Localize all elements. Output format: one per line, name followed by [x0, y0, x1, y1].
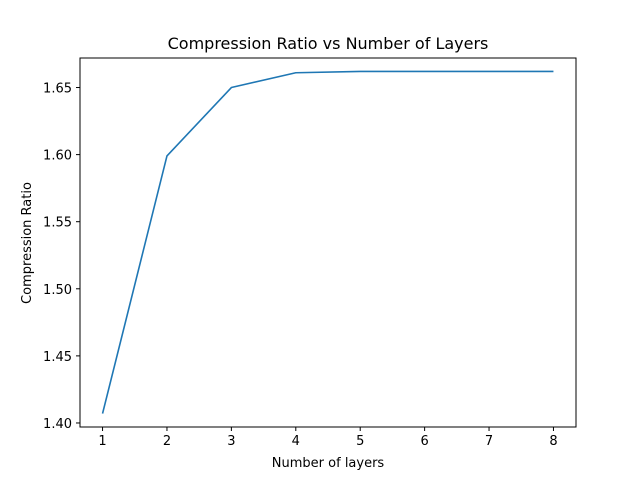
x-axis-label: Number of layers [272, 456, 385, 471]
y-axis-label: Compression Ratio [20, 182, 35, 304]
series-layer [101, 70, 554, 414]
x-tick-label: 1 [98, 434, 106, 449]
chart-title: Compression Ratio vs Number of Layers [168, 34, 489, 53]
x-tick-label: 8 [549, 434, 557, 449]
x-tick-label: 5 [356, 434, 364, 449]
x-tick-label: 3 [227, 434, 235, 449]
y-tick-label: 1.50 [43, 283, 72, 298]
y-tick-label: 1.40 [43, 417, 72, 432]
plot-frame [79, 57, 577, 428]
x-tick-label: 6 [420, 434, 428, 449]
series-line [101, 70, 554, 414]
y-tick-label: 1.65 [43, 82, 72, 97]
x-tick-label: 2 [163, 434, 171, 449]
ticks: 1 2 3 4 5 6 7 8 1.40 1.45 1.50 1.55 1.60 1.65 [43, 82, 558, 449]
y-tick-label: 1.45 [43, 350, 72, 365]
y-tick-label: 1.55 [43, 216, 72, 231]
x-tick-label: 4 [292, 434, 300, 449]
x-tick-label: 7 [485, 434, 493, 449]
y-tick-label: 1.60 [43, 149, 72, 164]
